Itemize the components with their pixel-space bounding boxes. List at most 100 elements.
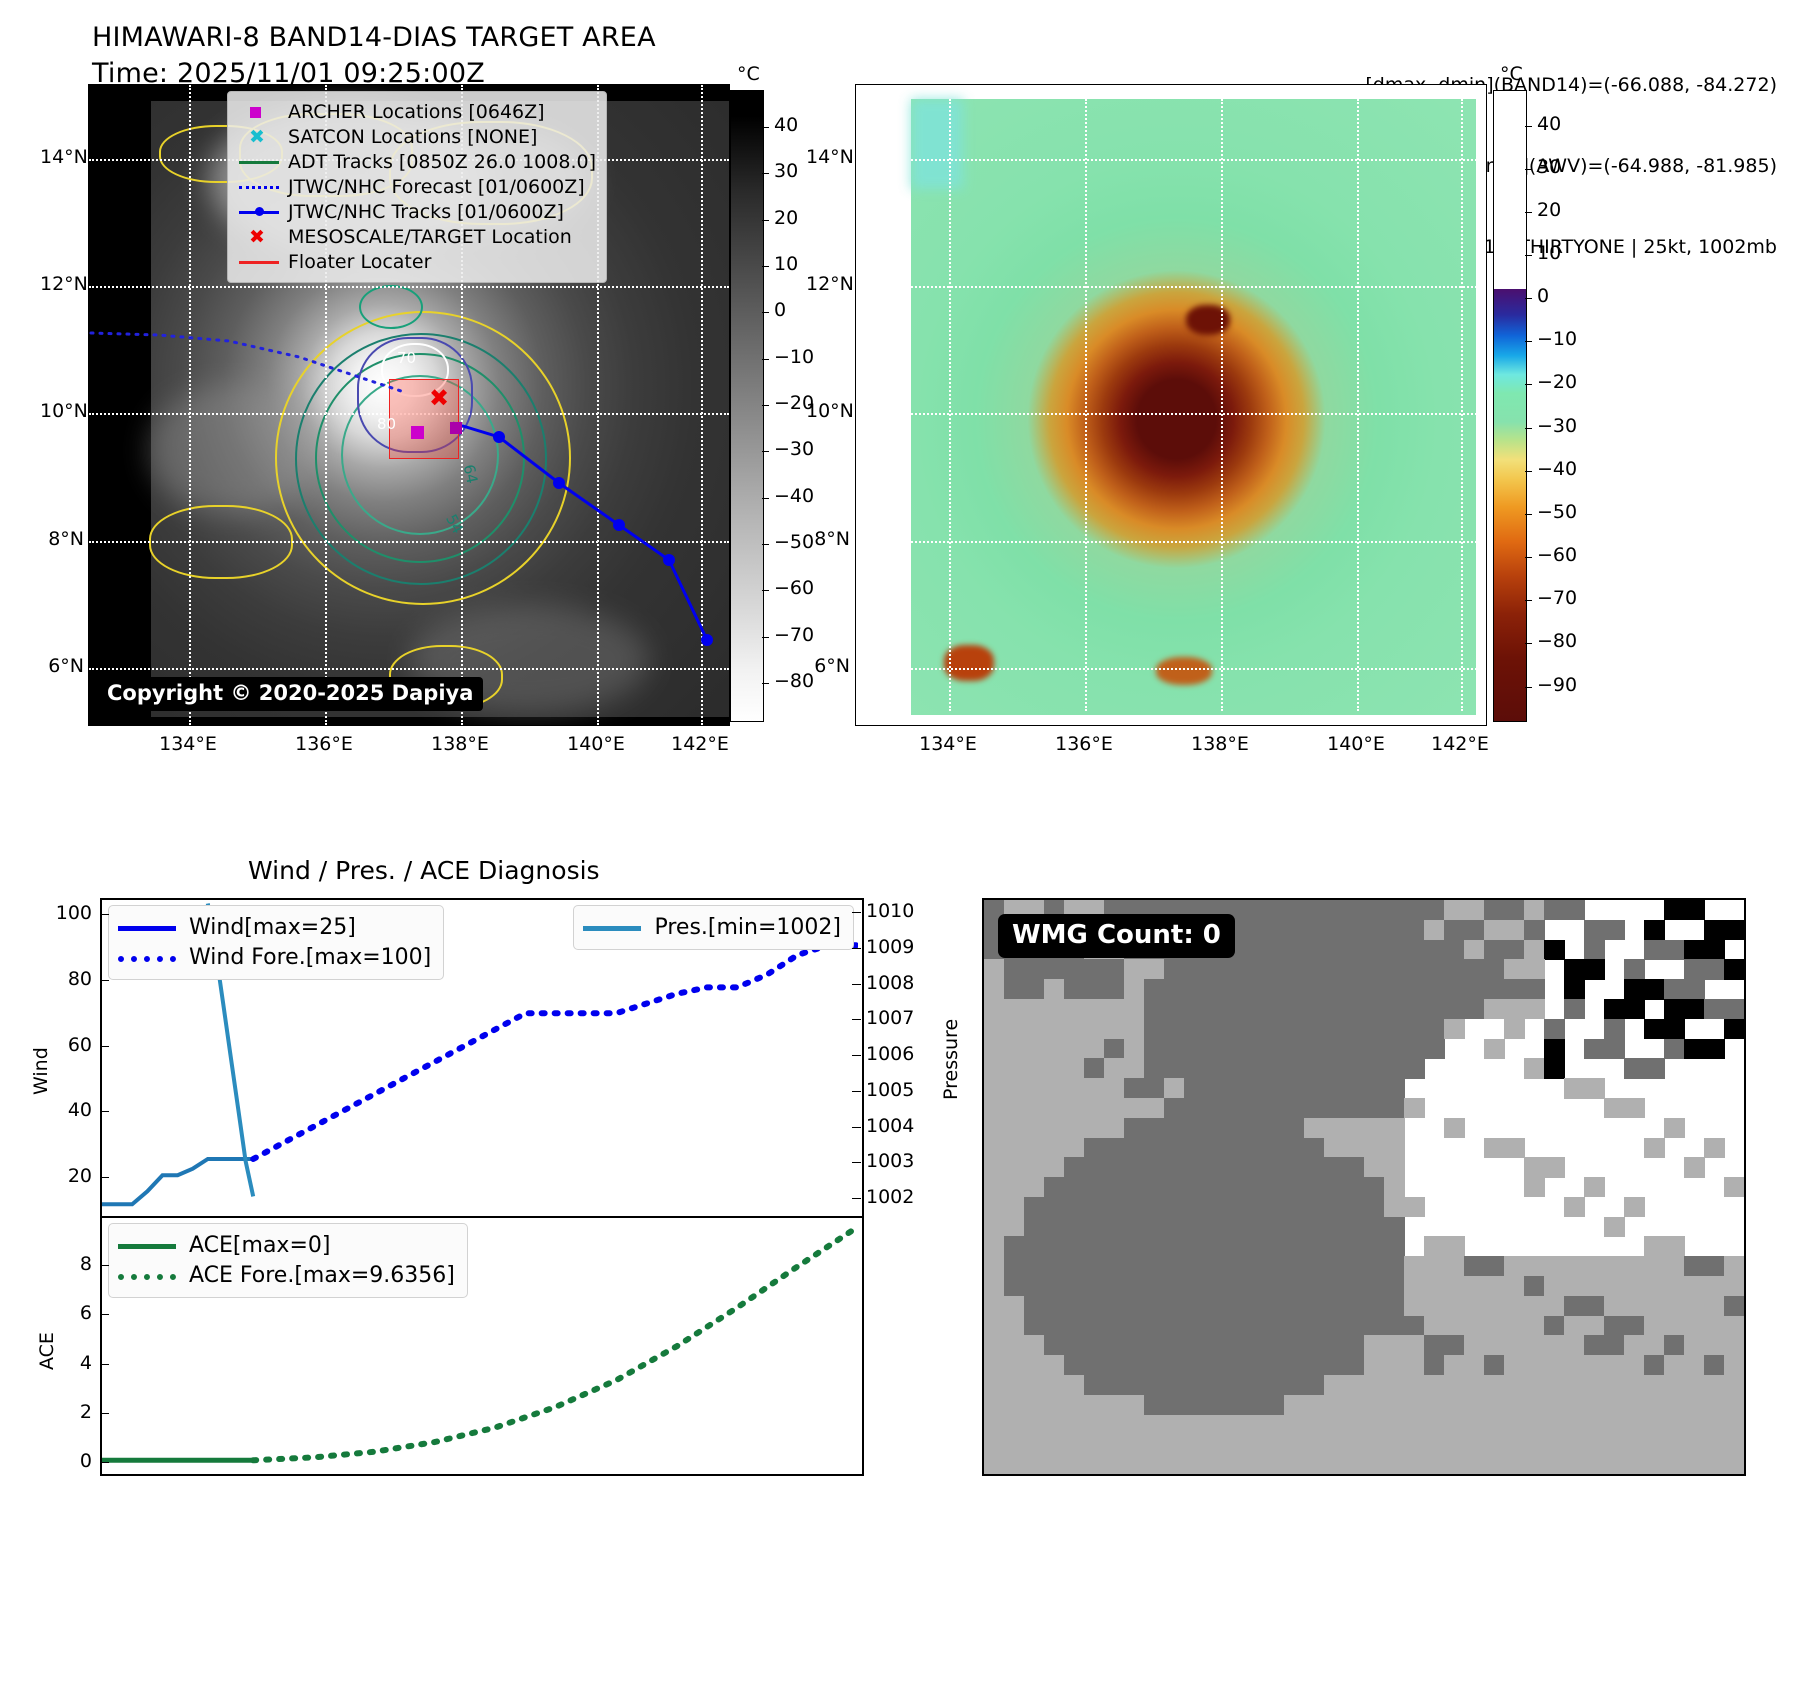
wmg-cell: [1264, 900, 1285, 921]
wmg-cell: [984, 1295, 1005, 1317]
wmg-cell: [1204, 1375, 1225, 1396]
wmg-cell: [1184, 1394, 1205, 1416]
wmg-cell: [1104, 1177, 1125, 1198]
wmg-cell: [1044, 1414, 1065, 1435]
colorbar-tick-mark: [1525, 600, 1532, 602]
wmg-cell: [1524, 1058, 1545, 1079]
enhanced-ir-map[interactable]: [855, 84, 1487, 726]
wmg-cell: [984, 1097, 1005, 1119]
wmg-cell: [1704, 1315, 1725, 1337]
axis-tick-mark: [852, 1162, 861, 1164]
axis-tick-mark: [100, 1111, 109, 1113]
lon-tick-label: 140°E: [567, 733, 625, 755]
colorbar-tick-mark: [762, 405, 769, 407]
wmg-cell: [1444, 1335, 1465, 1356]
wmg-cell: [1404, 1097, 1425, 1119]
wmg-cell: [1344, 1256, 1365, 1277]
wmg-cell: [1004, 1058, 1025, 1079]
wmg-cell: [1344, 1315, 1365, 1337]
wmg-cell: [1244, 919, 1265, 941]
wmg-cell: [1084, 1216, 1105, 1238]
wmg-cell: [1224, 1434, 1245, 1455]
wmg-cell: [1644, 1434, 1665, 1455]
wmg-cell: [1224, 1097, 1245, 1119]
wmg-cell: [1484, 1137, 1505, 1158]
axis-tick-mark: [852, 1126, 861, 1128]
wmg-cell: [1624, 1375, 1645, 1396]
ace-chart[interactable]: ACE[max=0] ACE Fore.[max=9.6356]: [100, 1216, 864, 1476]
wmg-cell: [1384, 1335, 1405, 1356]
wmg-cell: [1164, 1335, 1185, 1356]
wmg-cell: [1624, 1315, 1645, 1337]
wmg-cell: [1504, 1394, 1525, 1416]
wmg-map[interactable]: WMG Count: 0: [982, 898, 1746, 1476]
wmg-cell: [1204, 1018, 1225, 1040]
wmg-cell: [1424, 939, 1445, 960]
lon-tick-label: 142°E: [671, 733, 729, 755]
gridline-lon: [189, 85, 191, 725]
wmg-cell: [1304, 1038, 1325, 1059]
colorbar-tick-label: −30: [1537, 414, 1578, 437]
wmg-cell: [1684, 900, 1705, 921]
wmg-cell: [1644, 1335, 1665, 1356]
wmg-cell: [1224, 1137, 1245, 1158]
wmg-cell: [1504, 1315, 1525, 1337]
wmg-cell: [1104, 1355, 1125, 1376]
forecast-dotted-line-icon: [237, 178, 281, 196]
map-edge-left: [89, 85, 151, 725]
wmg-cell: [1284, 1137, 1305, 1158]
wmg-cell: [1604, 1355, 1625, 1376]
wmg-cell: [1044, 1295, 1065, 1317]
wmg-cell: [1584, 1295, 1605, 1317]
wmg-cell: [984, 1137, 1005, 1158]
wmg-cell: [1124, 1018, 1145, 1040]
wmg-cell: [1344, 1097, 1365, 1119]
wmg-cell: [1064, 1434, 1085, 1455]
colorbar-tick-label: −70: [1537, 587, 1578, 610]
wmg-cell: [1584, 1038, 1605, 1059]
wmg-cell: [1464, 1295, 1485, 1317]
wmg-cell: [1044, 998, 1065, 1020]
wmg-cell: [1004, 1177, 1025, 1198]
wmg-cell: [1704, 1276, 1725, 1297]
legend-item-jtwc-tracks: JTWC/NHC Tracks [01/0600Z]: [237, 199, 596, 224]
wmg-cell: [1144, 1078, 1165, 1099]
wmg-cell: [1184, 1236, 1205, 1257]
wmg-cell: [1604, 1256, 1625, 1277]
wmg-cell: [1304, 959, 1325, 980]
wmg-cell: [1424, 959, 1445, 980]
wmg-cell: [984, 979, 1005, 1000]
wmg-cell: [1524, 1315, 1545, 1337]
wmg-cell: [1224, 1058, 1245, 1079]
wmg-cell: [1404, 959, 1425, 980]
wmg-cell: [1664, 1236, 1685, 1257]
wmg-cell: [1224, 1256, 1245, 1277]
wmg-cell: [1584, 1335, 1605, 1356]
wmg-cell: [1004, 998, 1025, 1020]
wmg-cell: [1664, 900, 1685, 921]
wmg-cell: [1144, 1177, 1165, 1198]
wmg-cell: [1524, 1434, 1545, 1455]
wmg-cell: [1304, 1236, 1325, 1257]
wmg-cell: [1644, 1355, 1665, 1376]
legend-label: Pres.[min=1002]: [654, 914, 841, 940]
wmg-cell: [1664, 1315, 1685, 1337]
wmg-cell: [1524, 1295, 1545, 1317]
wmg-cell: [1544, 1256, 1565, 1277]
wmg-cell: [1124, 1375, 1145, 1396]
wmg-cell: [1264, 1335, 1285, 1356]
wmg-cell: [1724, 1315, 1744, 1337]
wind-pressure-chart[interactable]: Wind[max=25] Wind Fore.[max=100] Pres.[m…: [100, 898, 864, 1220]
wmg-cell: [1204, 1256, 1225, 1277]
legend-label: Wind Fore.[max=100]: [189, 944, 432, 970]
wmg-cell: [1604, 1315, 1625, 1337]
wmg-cell: [1444, 1394, 1465, 1416]
wmg-cell: [1564, 1355, 1585, 1376]
wmg-cell: [1484, 1355, 1505, 1376]
wmg-cell: [1324, 1177, 1345, 1198]
jtwc-forecast-track: [89, 331, 409, 395]
wmg-cell: [1284, 1315, 1305, 1337]
wmg-cell: [1284, 959, 1305, 980]
ir-satellite-map[interactable]: ✖ 70 80 64 54 Copyright © 2020-2025 Dapi…: [88, 84, 730, 726]
colorbar-tick-label: 10: [774, 253, 799, 276]
